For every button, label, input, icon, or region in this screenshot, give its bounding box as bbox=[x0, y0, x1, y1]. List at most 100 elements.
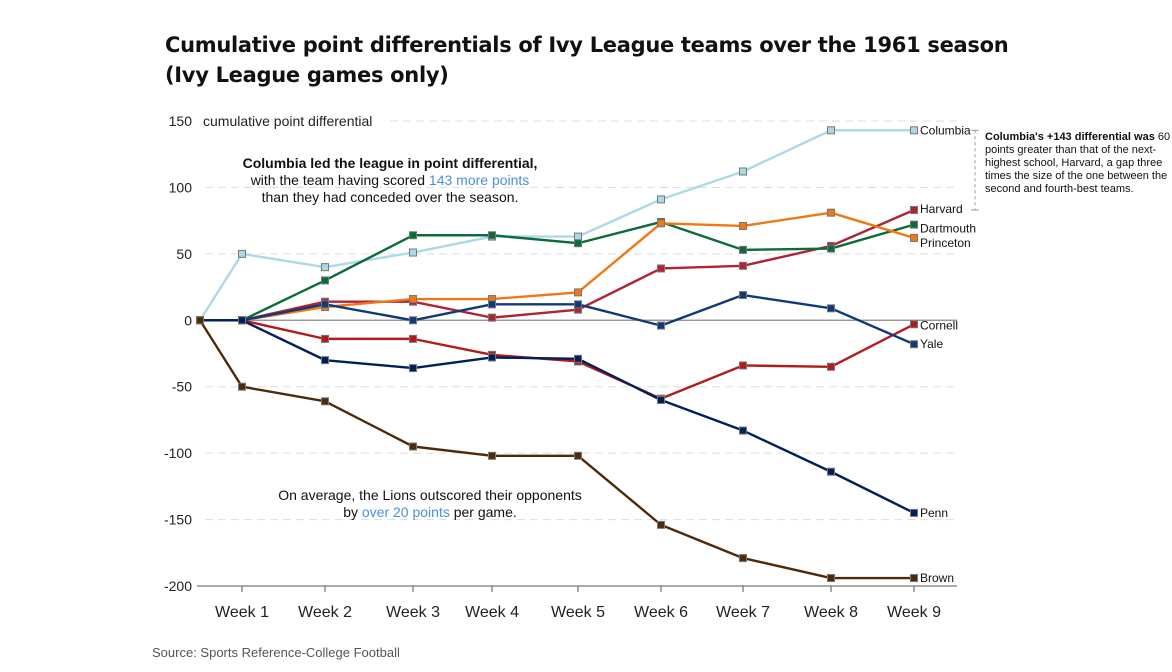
data-point-dartmouth bbox=[910, 220, 918, 229]
series-end-label: Cornell bbox=[920, 318, 958, 332]
chart-title: Cumulative point differentials of Ivy Le… bbox=[165, 30, 1065, 90]
x-tick-label: Week 7 bbox=[716, 604, 770, 621]
series-end-label: Princeton bbox=[920, 236, 971, 250]
side-note-bold: Columbia's +143 differential was bbox=[985, 131, 1155, 143]
side-note: Columbia's +143 differential was 60 poin… bbox=[985, 131, 1172, 196]
y-tick-label: 150 bbox=[169, 113, 193, 129]
x-tick-label: Week 1 bbox=[215, 604, 269, 621]
data-point-yale bbox=[910, 340, 918, 349]
series-line-harvard bbox=[200, 208, 915, 322]
data-point-princeton bbox=[739, 221, 747, 230]
x-tick-label: Week 2 bbox=[298, 604, 352, 621]
side-note-rest: 60 points greater than that of the next-… bbox=[985, 131, 1171, 195]
series-line-dartmouth bbox=[200, 220, 915, 322]
data-point-dartmouth bbox=[321, 276, 329, 285]
y-tick-label: 0 bbox=[184, 312, 192, 328]
data-point-brown bbox=[409, 442, 417, 451]
data-point-yale bbox=[321, 300, 329, 309]
annotation-top-bold: Columbia led the league in point differe… bbox=[242, 155, 538, 171]
series-end-label: Yale bbox=[920, 337, 943, 351]
chart-title-line-2: (Ivy League games only) bbox=[165, 63, 449, 87]
data-point-brown bbox=[238, 382, 246, 391]
y-tick-label: -100 bbox=[164, 445, 192, 461]
data-point-yale bbox=[739, 291, 747, 300]
series-end-label: Columbia bbox=[920, 123, 971, 137]
data-point-columbia bbox=[574, 232, 582, 241]
data-point-penn bbox=[488, 353, 496, 362]
series-layer bbox=[196, 126, 918, 583]
y-tick-label: -50 bbox=[172, 379, 192, 395]
y-tick-label: -150 bbox=[164, 512, 192, 528]
grid-layer bbox=[197, 120, 957, 587]
x-tick-label: Week 6 bbox=[634, 604, 688, 621]
annotation-bottom-pre2: by bbox=[343, 504, 362, 520]
data-point-penn bbox=[238, 316, 246, 325]
data-point-penn bbox=[321, 356, 329, 365]
data-point-brown bbox=[196, 316, 204, 325]
annotation-bottom: On average, the Lions outscored their op… bbox=[260, 487, 600, 521]
y-tick-label: -200 bbox=[164, 578, 192, 594]
data-point-cornell bbox=[739, 361, 747, 370]
series-line-brown bbox=[198, 319, 914, 580]
data-point-columbia bbox=[827, 126, 835, 135]
series-line-penn bbox=[200, 319, 915, 515]
data-point-penn bbox=[409, 364, 417, 373]
x-tick-label: Week 5 bbox=[551, 604, 605, 621]
x-tick-label: Week 8 bbox=[804, 604, 858, 621]
x-tick-label: Week 4 bbox=[465, 604, 519, 621]
data-point-columbia bbox=[657, 195, 665, 204]
series-end-label: Harvard bbox=[920, 202, 963, 216]
annotation-bottom-highlight: over 20 points bbox=[361, 504, 450, 520]
data-point-dartmouth bbox=[739, 245, 747, 254]
source-note: Source: Sports Reference-College Footbal… bbox=[152, 645, 400, 660]
data-point-penn bbox=[739, 426, 747, 435]
data-point-harvard bbox=[910, 206, 918, 215]
data-point-cornell bbox=[827, 362, 835, 371]
series-end-label: Dartmouth bbox=[920, 222, 976, 236]
data-point-brown bbox=[910, 574, 918, 583]
data-point-harvard bbox=[657, 264, 665, 273]
data-point-brown bbox=[657, 520, 665, 529]
series-line-columbia bbox=[198, 129, 914, 321]
series-end-label: Brown bbox=[920, 571, 954, 585]
data-point-brown bbox=[574, 451, 582, 460]
axis-layer: 150 100 50 0 -50 -100 -150 -200 cumulative point… bbox=[164, 113, 941, 621]
data-point-columbia bbox=[321, 263, 329, 272]
data-point-harvard bbox=[488, 313, 496, 322]
annotation-top-pre: with the team having scored bbox=[250, 172, 429, 188]
data-point-penn bbox=[657, 396, 665, 404]
x-tick-label: Week 3 bbox=[386, 604, 440, 621]
data-point-princeton bbox=[657, 219, 665, 228]
data-point-harvard bbox=[739, 261, 747, 270]
data-point-penn bbox=[827, 467, 835, 476]
data-point-brown bbox=[321, 397, 329, 406]
data-point-dartmouth bbox=[409, 231, 417, 240]
data-point-cornell bbox=[910, 320, 918, 329]
data-point-brown bbox=[827, 574, 835, 583]
data-point-dartmouth bbox=[827, 244, 835, 253]
data-point-princeton bbox=[827, 208, 835, 217]
data-point-columbia bbox=[739, 167, 747, 176]
data-point-columbia bbox=[910, 126, 918, 135]
data-point-yale bbox=[657, 321, 665, 330]
x-tick-label: Week 9 bbox=[887, 604, 941, 621]
data-point-yale bbox=[827, 304, 835, 313]
chart-title-line-1: Cumulative point differentials of Ivy Le… bbox=[165, 33, 1009, 57]
data-point-cornell bbox=[321, 334, 329, 343]
data-point-penn bbox=[910, 508, 918, 517]
y-tick-label: 50 bbox=[176, 246, 192, 262]
data-point-columbia bbox=[238, 249, 246, 258]
y-tick-label: 100 bbox=[169, 179, 193, 195]
series-line-yale bbox=[200, 293, 915, 346]
series-end-label: Penn bbox=[920, 506, 948, 520]
data-point-brown bbox=[488, 451, 496, 460]
series-line-princeton bbox=[200, 211, 915, 322]
data-point-brown bbox=[739, 554, 747, 563]
annotation-top-highlight: 143 more points bbox=[428, 172, 530, 188]
data-point-princeton bbox=[910, 233, 918, 242]
data-point-cornell bbox=[409, 334, 417, 343]
data-point-dartmouth bbox=[574, 239, 582, 248]
annotation-top-post: than they had conceded over the season. bbox=[261, 189, 519, 205]
